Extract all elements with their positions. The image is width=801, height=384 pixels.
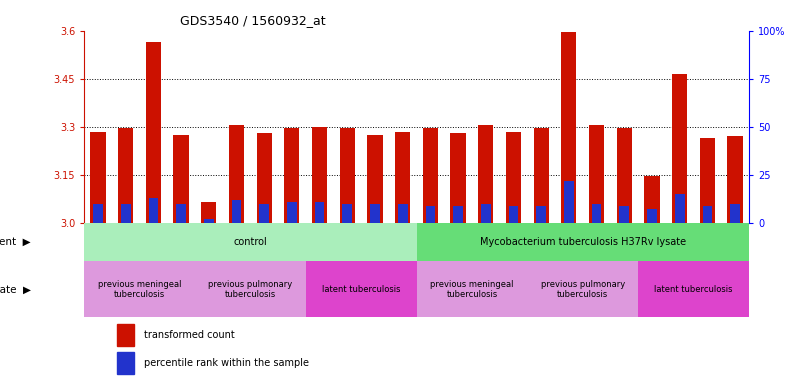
Bar: [176, 204, 186, 223]
Text: previous meningeal
tuberculosis: previous meningeal tuberculosis: [98, 280, 181, 299]
Bar: [84, 262, 195, 317]
Bar: [340, 128, 355, 223]
Text: previous meningeal
tuberculosis: previous meningeal tuberculosis: [430, 280, 513, 299]
Bar: [638, 262, 749, 317]
Bar: [509, 205, 518, 223]
Text: previous pulmonary
tuberculosis: previous pulmonary tuberculosis: [541, 280, 625, 299]
Bar: [727, 136, 743, 223]
Bar: [204, 219, 214, 223]
Bar: [619, 205, 629, 223]
Bar: [674, 194, 685, 223]
Bar: [260, 204, 269, 223]
Text: latent tuberculosis: latent tuberculosis: [322, 285, 400, 294]
Bar: [231, 200, 241, 223]
Bar: [647, 209, 657, 223]
Bar: [229, 125, 244, 223]
Text: percentile rank within the sample: percentile rank within the sample: [144, 358, 309, 368]
Bar: [148, 198, 159, 223]
Bar: [562, 32, 577, 223]
Bar: [453, 205, 463, 223]
Text: disease state  ▶: disease state ▶: [0, 284, 31, 294]
Bar: [478, 125, 493, 223]
Bar: [195, 262, 306, 317]
Bar: [592, 204, 602, 223]
Bar: [312, 127, 327, 223]
Bar: [284, 128, 300, 223]
Bar: [700, 138, 715, 223]
Bar: [417, 223, 749, 262]
Bar: [121, 204, 131, 223]
Bar: [533, 128, 549, 223]
Bar: [589, 125, 604, 223]
Bar: [617, 128, 632, 223]
Bar: [146, 42, 161, 223]
Bar: [201, 202, 216, 223]
Bar: [450, 133, 465, 223]
Text: control: control: [233, 237, 268, 247]
Bar: [395, 132, 410, 223]
Bar: [315, 202, 324, 223]
Bar: [370, 204, 380, 223]
Bar: [398, 204, 408, 223]
Text: latent tuberculosis: latent tuberculosis: [654, 285, 733, 294]
Bar: [417, 262, 527, 317]
Bar: [118, 352, 134, 374]
Text: GDS3540 / 1560932_at: GDS3540 / 1560932_at: [180, 14, 326, 27]
Bar: [174, 135, 189, 223]
Bar: [481, 204, 491, 223]
Bar: [342, 204, 352, 223]
Bar: [423, 128, 438, 223]
Bar: [93, 204, 103, 223]
Text: transformed count: transformed count: [144, 330, 235, 340]
Bar: [506, 132, 521, 223]
Bar: [731, 204, 740, 223]
Text: agent  ▶: agent ▶: [0, 237, 31, 247]
Bar: [425, 205, 435, 223]
Bar: [672, 74, 687, 223]
Bar: [527, 262, 638, 317]
Bar: [644, 177, 659, 223]
Bar: [702, 205, 712, 223]
Bar: [118, 324, 134, 346]
Bar: [118, 128, 133, 223]
Bar: [256, 133, 272, 223]
Bar: [84, 223, 417, 262]
Bar: [306, 262, 417, 317]
Bar: [564, 180, 574, 223]
Bar: [537, 205, 546, 223]
Text: Mycobacterium tuberculosis H37Rv lysate: Mycobacterium tuberculosis H37Rv lysate: [480, 237, 686, 247]
Bar: [368, 135, 383, 223]
Bar: [91, 132, 106, 223]
Text: previous pulmonary
tuberculosis: previous pulmonary tuberculosis: [208, 280, 292, 299]
Bar: [287, 202, 296, 223]
